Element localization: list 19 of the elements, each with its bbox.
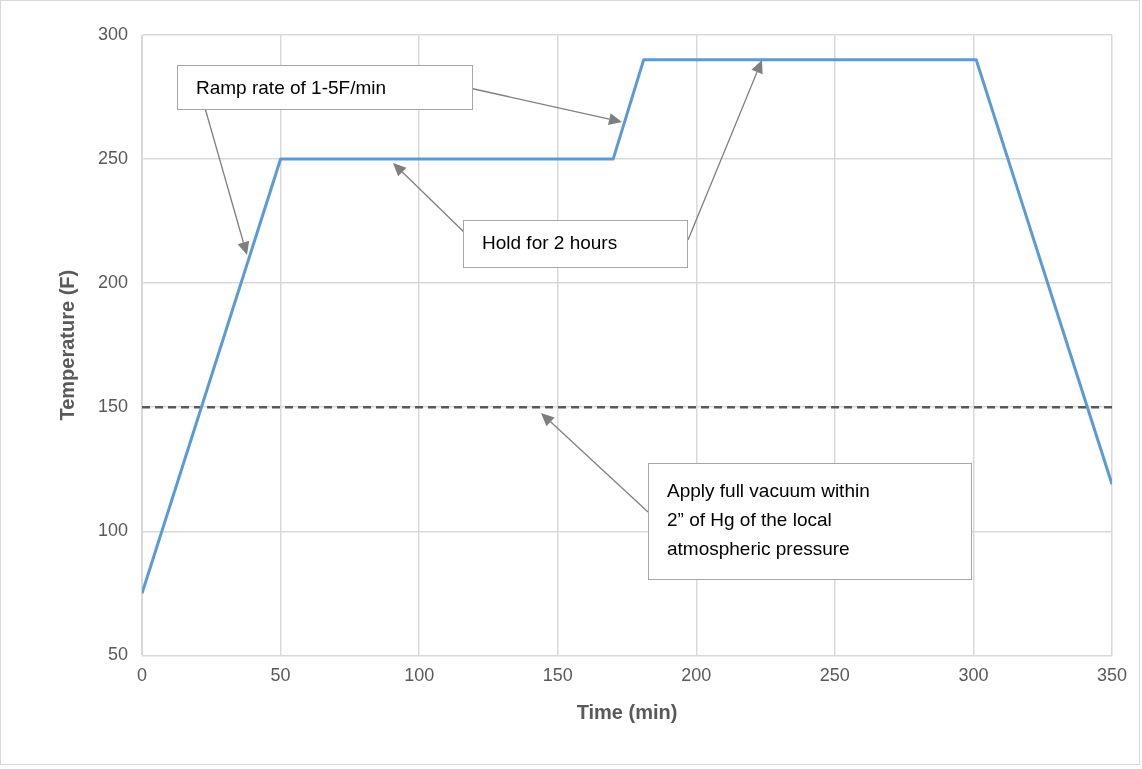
x-tick-label: 200 bbox=[681, 665, 712, 686]
y-tick-label: 150 bbox=[97, 396, 129, 417]
x-tick-label: 350 bbox=[1096, 665, 1128, 686]
y-tick-label: 250 bbox=[97, 148, 129, 169]
x-tick-label: 300 bbox=[958, 665, 989, 686]
x-tick-label: 50 bbox=[270, 665, 291, 686]
text-box: Hold for 2 hours bbox=[463, 220, 688, 268]
y-tick-label: 100 bbox=[97, 520, 129, 541]
x-tick-label: 150 bbox=[542, 665, 573, 686]
x-axis-title: Time (min) bbox=[576, 700, 678, 723]
y-tick-label: 200 bbox=[97, 272, 129, 293]
x-tick-label: 250 bbox=[819, 665, 850, 686]
x-tick-label: 0 bbox=[137, 665, 148, 686]
x-tick-label: 100 bbox=[404, 665, 435, 686]
y-tick-label: 50 bbox=[108, 644, 129, 665]
text-box: Ramp rate of 1-5F/min bbox=[177, 65, 473, 110]
y-tick-label: 300 bbox=[97, 23, 129, 44]
text-box: Apply full vacuum within 2” of Hg of the local atmospheric pressure bbox=[648, 463, 972, 580]
y-axis-title: Temperature (F) bbox=[55, 269, 78, 421]
